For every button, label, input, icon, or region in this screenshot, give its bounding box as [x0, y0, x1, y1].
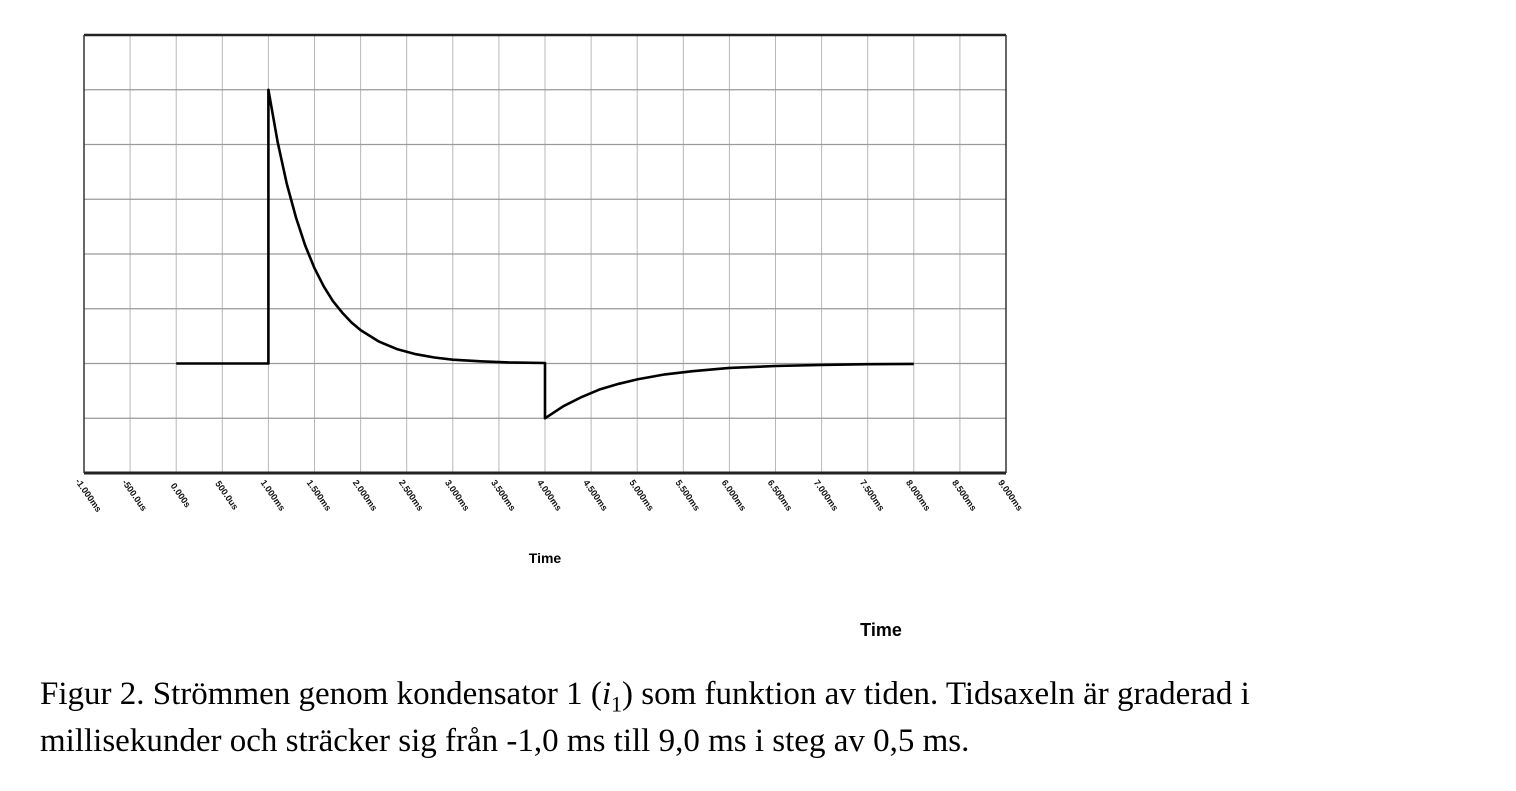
x-tick-label: -1.000ms: [73, 477, 103, 514]
series-line-1: [176, 88, 914, 420]
x-tick-label: 3.000ms: [443, 478, 472, 513]
x-tick-label: 7.500ms: [858, 478, 887, 513]
caption-prefix: Figur 2. Strömmen genom kondensator 1 (: [40, 676, 602, 712]
plot-frame: [83, 33, 1007, 475]
x-tick-label: 0.000s: [169, 481, 193, 509]
caption-symbol-letter: i: [601, 676, 612, 712]
x-tick-label: 8.500ms: [950, 478, 979, 513]
x-tick-label: 1.000ms: [259, 478, 288, 513]
x-axis-title-secondary: Time: [860, 620, 902, 640]
x-tick-label: 5.500ms: [673, 478, 702, 513]
x-tick-label: 5.000ms: [627, 478, 656, 513]
x-tick-label: 7.000ms: [812, 478, 841, 513]
caption-line-1: Figur 2. Strömmen genom kondensator 1 (i…: [40, 676, 1500, 723]
caption-symbol: i1: [601, 676, 622, 717]
x-tick-label: -500.0us: [120, 478, 149, 513]
x-tick-label: 9.000ms: [996, 478, 1025, 513]
caption-suffix: ) som funktion av tiden. Tidsaxeln är gr…: [622, 676, 1250, 712]
x-tick-label: 3.500ms: [489, 478, 518, 513]
figure-caption: Figur 2. Strömmen genom kondensator 1 (i…: [40, 676, 1500, 759]
x-tick-label: 2.000ms: [351, 478, 380, 513]
x-tick-labels: -1.000ms -500.0us 0.000s 500.0us 1.000ms 1.50…: [73, 477, 1024, 514]
x-axis-title: Time: [529, 550, 562, 566]
x-tick-label: 4.000ms: [535, 478, 564, 513]
x-tick-label: 1.500ms: [305, 478, 334, 513]
caption-line-2: millisekunder och sträcker sig från -1,0…: [40, 722, 970, 759]
series-layer: [176, 88, 914, 420]
x-tick-label: 6.000ms: [720, 478, 749, 513]
x-tick-label: 4.500ms: [581, 478, 610, 513]
caption-symbol-subscript: 1: [611, 691, 623, 717]
x-tick-label: 2.500ms: [397, 478, 426, 513]
x-tick-label: 6.500ms: [766, 478, 795, 513]
x-tick-label: 8.000ms: [904, 478, 933, 513]
x-tick-label: 500.0us: [213, 479, 240, 512]
